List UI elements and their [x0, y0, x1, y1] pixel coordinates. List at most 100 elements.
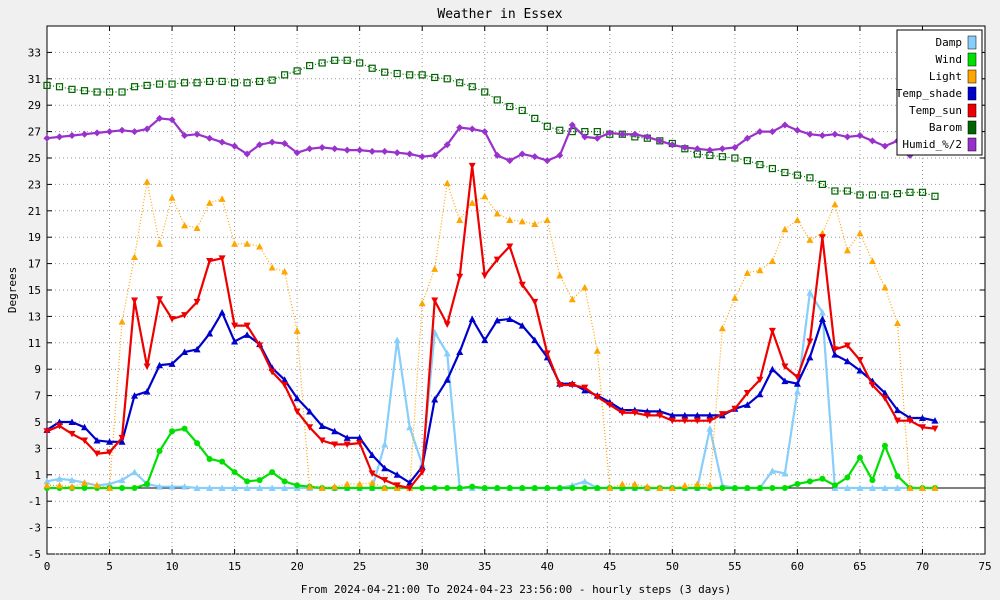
legend-label: Temp_shade — [896, 87, 962, 100]
data-point — [831, 187, 839, 195]
data-point — [818, 315, 826, 323]
data-point — [556, 151, 564, 159]
data-point — [331, 483, 339, 490]
data-point — [793, 388, 801, 395]
data-point — [494, 485, 501, 491]
data-point — [81, 485, 88, 491]
data-point — [218, 484, 226, 491]
data-point — [268, 264, 276, 271]
x-tick-label: 25 — [353, 560, 366, 573]
data-point — [718, 324, 726, 332]
data-point — [568, 382, 576, 389]
data-point — [294, 482, 301, 489]
legend-label: Humid_%/2 — [902, 138, 962, 151]
data-point — [781, 485, 788, 491]
data-point — [881, 283, 889, 291]
y-tick-label: 7 — [34, 390, 41, 403]
data-point — [918, 414, 926, 422]
x-tick-label: 5 — [106, 560, 113, 573]
data-point — [693, 417, 701, 425]
data-point — [768, 467, 776, 474]
data-point — [156, 240, 164, 247]
data-point — [531, 153, 539, 161]
data-point — [668, 411, 676, 419]
data-point — [743, 269, 751, 276]
y-tick-label: -3 — [28, 522, 41, 535]
data-point — [456, 124, 464, 132]
data-point — [444, 485, 451, 491]
data-point — [256, 141, 264, 149]
data-point — [243, 150, 251, 158]
data-point — [356, 480, 364, 488]
y-tick-label: 23 — [28, 178, 41, 191]
data-point — [168, 194, 176, 201]
data-point — [393, 149, 401, 157]
data-point — [806, 338, 814, 345]
data-point — [343, 441, 351, 448]
data-point — [618, 409, 626, 417]
y-tick-label: 25 — [28, 152, 41, 165]
data-point — [856, 356, 864, 364]
y-tick-label: 3 — [34, 442, 41, 455]
y-tick-label: 11 — [28, 337, 41, 350]
data-point — [906, 188, 914, 196]
data-point — [581, 283, 589, 291]
data-point — [706, 146, 714, 154]
data-point — [493, 256, 501, 264]
data-point — [268, 138, 276, 146]
data-point — [131, 297, 139, 305]
data-point — [43, 134, 51, 142]
data-point — [594, 485, 601, 491]
data-point — [918, 484, 926, 491]
legend: Damp Wind Light Temp_shade Temp_sun Barom Humi… — [896, 29, 983, 156]
data-point — [468, 83, 476, 91]
x-tick-label: 65 — [853, 560, 866, 573]
data-point — [381, 68, 389, 76]
data-point — [931, 192, 939, 200]
data-point — [331, 441, 339, 448]
data-point — [818, 234, 826, 241]
data-point — [868, 257, 876, 264]
data-point — [818, 180, 827, 188]
data-point — [606, 484, 614, 491]
data-point — [693, 411, 701, 419]
data-point — [681, 143, 689, 151]
data-point — [206, 199, 214, 206]
data-point — [806, 130, 814, 138]
data-point — [306, 61, 314, 70]
x-tick-label: 60 — [791, 560, 804, 573]
data-point — [831, 351, 839, 358]
series-line-humid-2 — [46, 117, 911, 162]
data-point — [118, 126, 126, 134]
data-point — [231, 322, 239, 330]
y-tick-label: 21 — [28, 205, 41, 218]
data-point — [143, 363, 151, 371]
chart-title: Weather in Essex — [437, 7, 562, 22]
x-tick-label: 15 — [228, 560, 241, 573]
data-point — [906, 484, 914, 491]
data-point — [768, 128, 776, 136]
data-point — [781, 363, 789, 371]
data-point — [656, 484, 664, 491]
data-point — [793, 216, 801, 224]
data-point — [568, 295, 576, 303]
data-point — [456, 348, 464, 356]
data-point — [631, 130, 639, 138]
data-point — [256, 77, 264, 86]
data-point — [893, 319, 901, 326]
data-point — [868, 191, 877, 199]
data-point — [218, 77, 226, 86]
data-point — [768, 257, 776, 264]
data-point — [781, 469, 789, 477]
y-tick-label: 9 — [34, 363, 41, 376]
data-point — [68, 430, 76, 438]
y-tick-label: 15 — [28, 284, 41, 297]
data-point — [68, 132, 76, 140]
legend-label: Damp — [936, 36, 963, 49]
data-point — [931, 425, 939, 433]
x-axis-label: From 2024-04-21:00 To 2024-04-23 23:56:0… — [301, 583, 731, 596]
data-point — [343, 56, 351, 64]
data-point — [68, 85, 76, 93]
data-point — [93, 129, 101, 137]
